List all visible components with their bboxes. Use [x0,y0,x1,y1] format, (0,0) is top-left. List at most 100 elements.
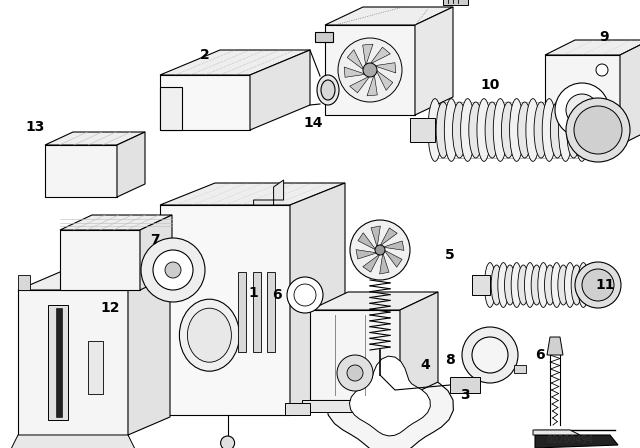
Polygon shape [285,403,310,415]
Polygon shape [383,241,404,250]
Polygon shape [302,400,408,412]
Circle shape [363,63,377,77]
Circle shape [350,220,410,280]
Polygon shape [535,435,618,448]
Polygon shape [344,67,365,78]
Ellipse shape [504,265,515,305]
Polygon shape [450,377,480,393]
Polygon shape [347,50,364,70]
Polygon shape [545,55,620,145]
Ellipse shape [484,263,495,307]
Ellipse shape [531,265,542,305]
Polygon shape [48,305,68,420]
Ellipse shape [518,265,529,305]
Ellipse shape [468,102,483,158]
Ellipse shape [551,263,562,307]
Circle shape [165,262,181,278]
Ellipse shape [578,263,589,307]
Polygon shape [60,230,140,290]
Circle shape [287,277,323,313]
Text: 5: 5 [445,248,455,262]
Text: 00200494: 00200494 [547,435,593,445]
Ellipse shape [317,75,339,105]
Polygon shape [533,430,580,435]
Polygon shape [45,132,145,145]
Polygon shape [349,356,430,436]
Polygon shape [160,87,182,130]
Ellipse shape [559,99,573,161]
Circle shape [462,327,518,383]
Ellipse shape [584,265,595,305]
Ellipse shape [444,99,458,161]
Polygon shape [160,75,250,130]
Polygon shape [356,250,377,259]
Circle shape [574,106,622,154]
Ellipse shape [558,265,569,305]
Ellipse shape [545,265,556,305]
Circle shape [566,98,630,162]
Polygon shape [443,0,468,5]
Polygon shape [253,180,284,205]
Text: 13: 13 [26,120,45,134]
Polygon shape [253,272,260,352]
Ellipse shape [518,102,532,158]
Polygon shape [116,275,128,290]
Polygon shape [325,25,415,115]
Ellipse shape [428,99,442,161]
Polygon shape [56,308,62,417]
Ellipse shape [575,99,589,161]
Polygon shape [18,272,170,290]
Text: 8: 8 [445,353,455,367]
Polygon shape [325,7,453,25]
Ellipse shape [491,265,502,305]
Polygon shape [545,40,640,55]
Text: 9: 9 [599,30,609,44]
Polygon shape [400,292,438,400]
Circle shape [221,436,235,448]
Ellipse shape [538,263,549,307]
Text: 7: 7 [150,233,160,247]
Text: 11: 11 [595,278,615,292]
Polygon shape [140,215,172,290]
Polygon shape [117,132,145,197]
Polygon shape [310,310,400,400]
Ellipse shape [525,263,536,307]
Ellipse shape [501,102,515,158]
Polygon shape [380,228,397,246]
Ellipse shape [436,102,450,158]
Circle shape [153,250,193,290]
Polygon shape [160,50,310,75]
Polygon shape [380,253,389,274]
Polygon shape [310,292,438,310]
Polygon shape [88,341,103,394]
Ellipse shape [188,308,232,362]
Polygon shape [18,290,128,435]
Polygon shape [267,272,275,352]
Polygon shape [290,183,345,415]
Polygon shape [60,215,172,230]
Polygon shape [472,275,490,295]
Ellipse shape [179,299,239,371]
Circle shape [294,284,316,306]
Ellipse shape [550,102,564,158]
Ellipse shape [583,102,597,158]
Ellipse shape [493,99,508,161]
Circle shape [582,269,614,301]
Ellipse shape [321,80,335,100]
Ellipse shape [509,99,524,161]
Circle shape [472,337,508,373]
Ellipse shape [498,263,509,307]
Polygon shape [384,250,402,267]
Ellipse shape [566,102,580,158]
Ellipse shape [526,99,540,161]
Polygon shape [371,226,380,247]
Polygon shape [128,272,170,435]
Ellipse shape [571,265,582,305]
Circle shape [347,365,363,381]
Polygon shape [315,32,333,42]
Polygon shape [349,76,370,93]
Polygon shape [374,63,396,73]
Polygon shape [358,233,376,250]
Polygon shape [547,337,563,355]
Circle shape [575,262,621,308]
